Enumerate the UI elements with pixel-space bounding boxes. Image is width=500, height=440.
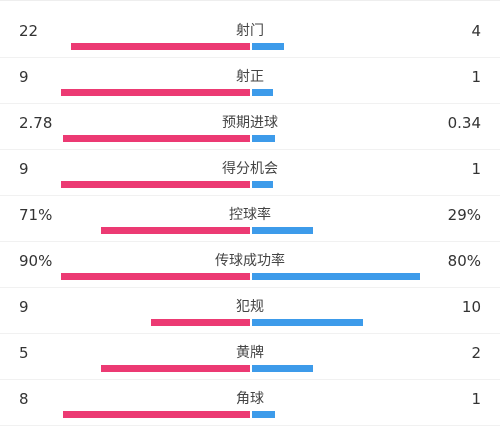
stat-row: 5 黄牌 2 xyxy=(0,322,500,380)
away-stat-value: 10 xyxy=(461,298,481,316)
stat-row: 8 角球 1 xyxy=(0,368,500,426)
stat-label: 得分机会 xyxy=(222,161,278,177)
home-stat-bar xyxy=(101,365,250,372)
stat-label: 射门 xyxy=(236,23,264,39)
home-stat-bar xyxy=(61,273,250,280)
home-stat-bar xyxy=(151,319,250,326)
row-divider xyxy=(0,333,500,334)
away-stat-value: 4 xyxy=(471,22,481,40)
stat-label: 预期进球 xyxy=(222,115,278,131)
away-stat-value: 0.34 xyxy=(447,114,481,132)
stat-row: 2.78 预期进球 0.34 xyxy=(0,92,500,150)
away-stat-bar xyxy=(252,411,275,418)
away-stat-bar xyxy=(252,227,313,234)
home-stat-bar xyxy=(61,181,250,188)
away-stat-value: 29% xyxy=(447,206,481,224)
home-stat-bar xyxy=(63,411,250,418)
away-stat-value: 2 xyxy=(471,344,481,362)
home-stat-value: 71% xyxy=(19,206,53,224)
home-stat-bar xyxy=(71,43,250,50)
row-divider xyxy=(0,57,500,58)
away-stat-bar xyxy=(252,273,420,280)
home-stat-value: 5 xyxy=(19,344,29,362)
away-stat-value: 1 xyxy=(471,68,481,86)
away-stat-bar xyxy=(252,43,284,50)
home-stat-value: 9 xyxy=(19,160,29,178)
row-divider xyxy=(0,379,500,380)
stat-row: 9 得分机会 1 xyxy=(0,138,500,196)
stat-row: 90% 传球成功率 80% xyxy=(0,230,500,288)
stat-label: 控球率 xyxy=(229,207,271,223)
home-stat-value: 9 xyxy=(19,68,29,86)
home-stat-bar xyxy=(61,89,250,96)
away-stat-value: 1 xyxy=(471,390,481,408)
home-stat-value: 22 xyxy=(19,22,39,40)
stat-label: 犯规 xyxy=(236,299,264,315)
stat-row: 22 射门 4 xyxy=(0,0,500,58)
away-stat-bar xyxy=(252,319,363,326)
row-divider xyxy=(0,287,500,288)
stat-label: 角球 xyxy=(236,391,264,407)
top-divider xyxy=(0,0,500,1)
home-stat-bar xyxy=(101,227,250,234)
away-stat-bar xyxy=(252,135,275,142)
stat-label: 黄牌 xyxy=(236,345,264,361)
stat-row: 9 射正 1 xyxy=(0,46,500,104)
away-stat-value: 1 xyxy=(471,160,481,178)
home-stat-value: 9 xyxy=(19,298,29,316)
away-stat-bar xyxy=(252,89,273,96)
stat-label: 传球成功率 xyxy=(215,253,285,269)
home-stat-bar xyxy=(63,135,250,142)
home-stat-value: 90% xyxy=(19,252,53,270)
home-stat-value: 8 xyxy=(19,390,29,408)
home-stat-value: 2.78 xyxy=(19,114,53,132)
row-divider xyxy=(0,195,500,196)
stat-row: 71% 控球率 29% xyxy=(0,184,500,242)
row-divider xyxy=(0,241,500,242)
away-stat-bar xyxy=(252,181,273,188)
stat-label: 射正 xyxy=(236,69,264,85)
stat-row: 9 犯规 10 xyxy=(0,276,500,334)
row-divider xyxy=(0,425,500,426)
row-divider xyxy=(0,149,500,150)
row-divider xyxy=(0,103,500,104)
away-stat-bar xyxy=(252,365,313,372)
away-stat-value: 80% xyxy=(447,252,481,270)
